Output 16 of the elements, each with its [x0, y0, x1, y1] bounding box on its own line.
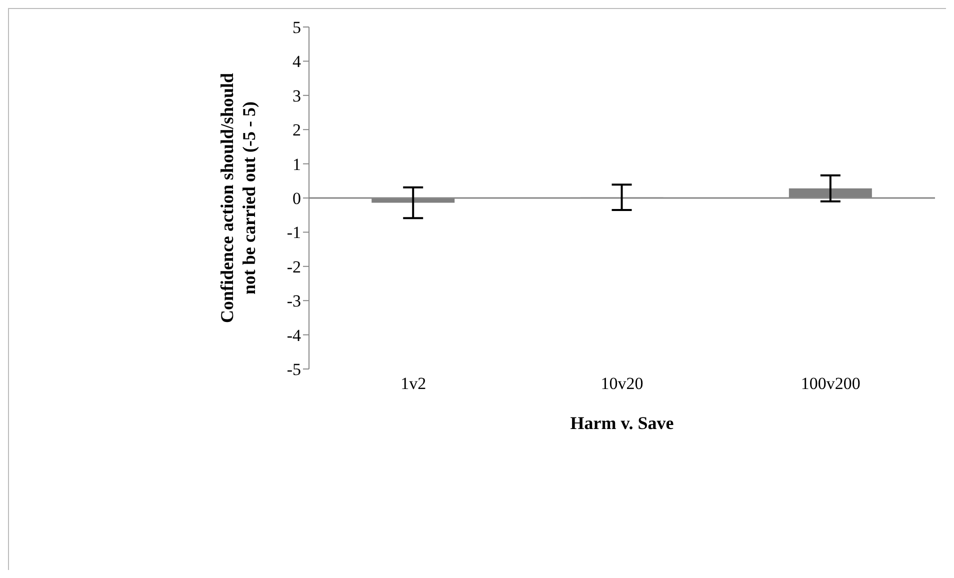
y-tick-label: 0 [292, 189, 301, 208]
y-tick-label: -1 [286, 223, 301, 242]
y-tick-label: -4 [286, 326, 302, 345]
x-tick-label: 100v200 [800, 374, 860, 394]
y-axis-title: Confidence action should/should not be carried out (-5 - 5) [217, 72, 259, 324]
y-tick-label: -2 [286, 257, 301, 276]
y-tick-label: 4 [292, 52, 302, 72]
y-tick-label: -5 [286, 360, 301, 380]
x-axis-title: Harm v. Save [570, 413, 674, 433]
y-tick-label: 1 [292, 154, 301, 174]
y-tick-label: 2 [292, 120, 301, 140]
y-tick-label: 5 [292, 18, 301, 38]
x-tick-label: 1v2 [400, 374, 426, 394]
x-tick-label: 10v20 [600, 374, 644, 394]
y-tick-label: -3 [286, 292, 301, 311]
y-tick-label: 3 [292, 86, 301, 106]
